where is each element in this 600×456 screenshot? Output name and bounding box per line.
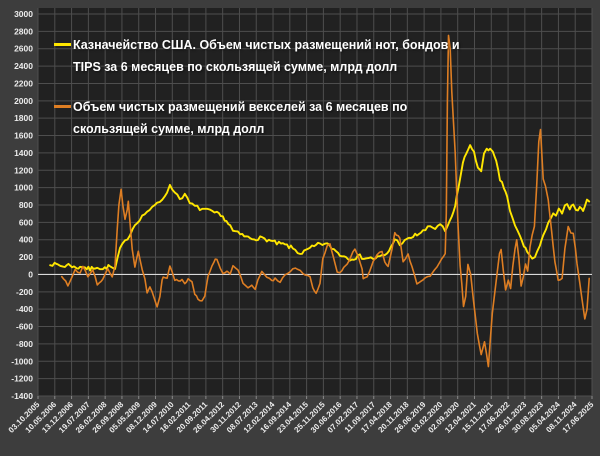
y-tick-label: 3000 [14, 9, 33, 19]
y-tick-label: -200 [16, 287, 33, 297]
y-tick-label: 1000 [14, 183, 33, 193]
x-axis: 03.10.200510.05.200613.12.200619.07.2007… [7, 396, 596, 435]
series-bills-line [60, 34, 591, 368]
gridlines [37, 8, 593, 397]
y-tick-label: 1200 [14, 165, 33, 175]
y-tick-label: -1000 [11, 356, 33, 366]
y-tick-label: -400 [16, 304, 33, 314]
y-tick-label: 2200 [14, 78, 33, 88]
y-tick-label: -1400 [11, 391, 33, 401]
y-tick-label: 200 [19, 252, 33, 262]
y-tick-label: -1200 [11, 374, 33, 384]
y-tick-label: 2800 [14, 26, 33, 36]
y-tick-label: 0 [28, 269, 33, 279]
y-tick-label: 2600 [14, 44, 33, 54]
y-tick-label: 1600 [14, 131, 33, 141]
y-tick-label: 1400 [14, 148, 33, 158]
y-tick-label: 1800 [14, 113, 33, 123]
y-tick-label: -800 [16, 339, 33, 349]
plot-area [38, 8, 592, 396]
y-tick-label: 400 [19, 235, 33, 245]
y-axis: 3000280026002400220020001800160014001200… [11, 9, 33, 401]
y-tick-label: 800 [19, 200, 33, 210]
y-tick-label: 2000 [14, 96, 33, 106]
y-tick-label: 2400 [14, 61, 33, 71]
series-notes-bonds-tips-line [49, 144, 591, 272]
y-tick-label: 600 [19, 217, 33, 227]
y-tick-label: -600 [16, 322, 33, 332]
